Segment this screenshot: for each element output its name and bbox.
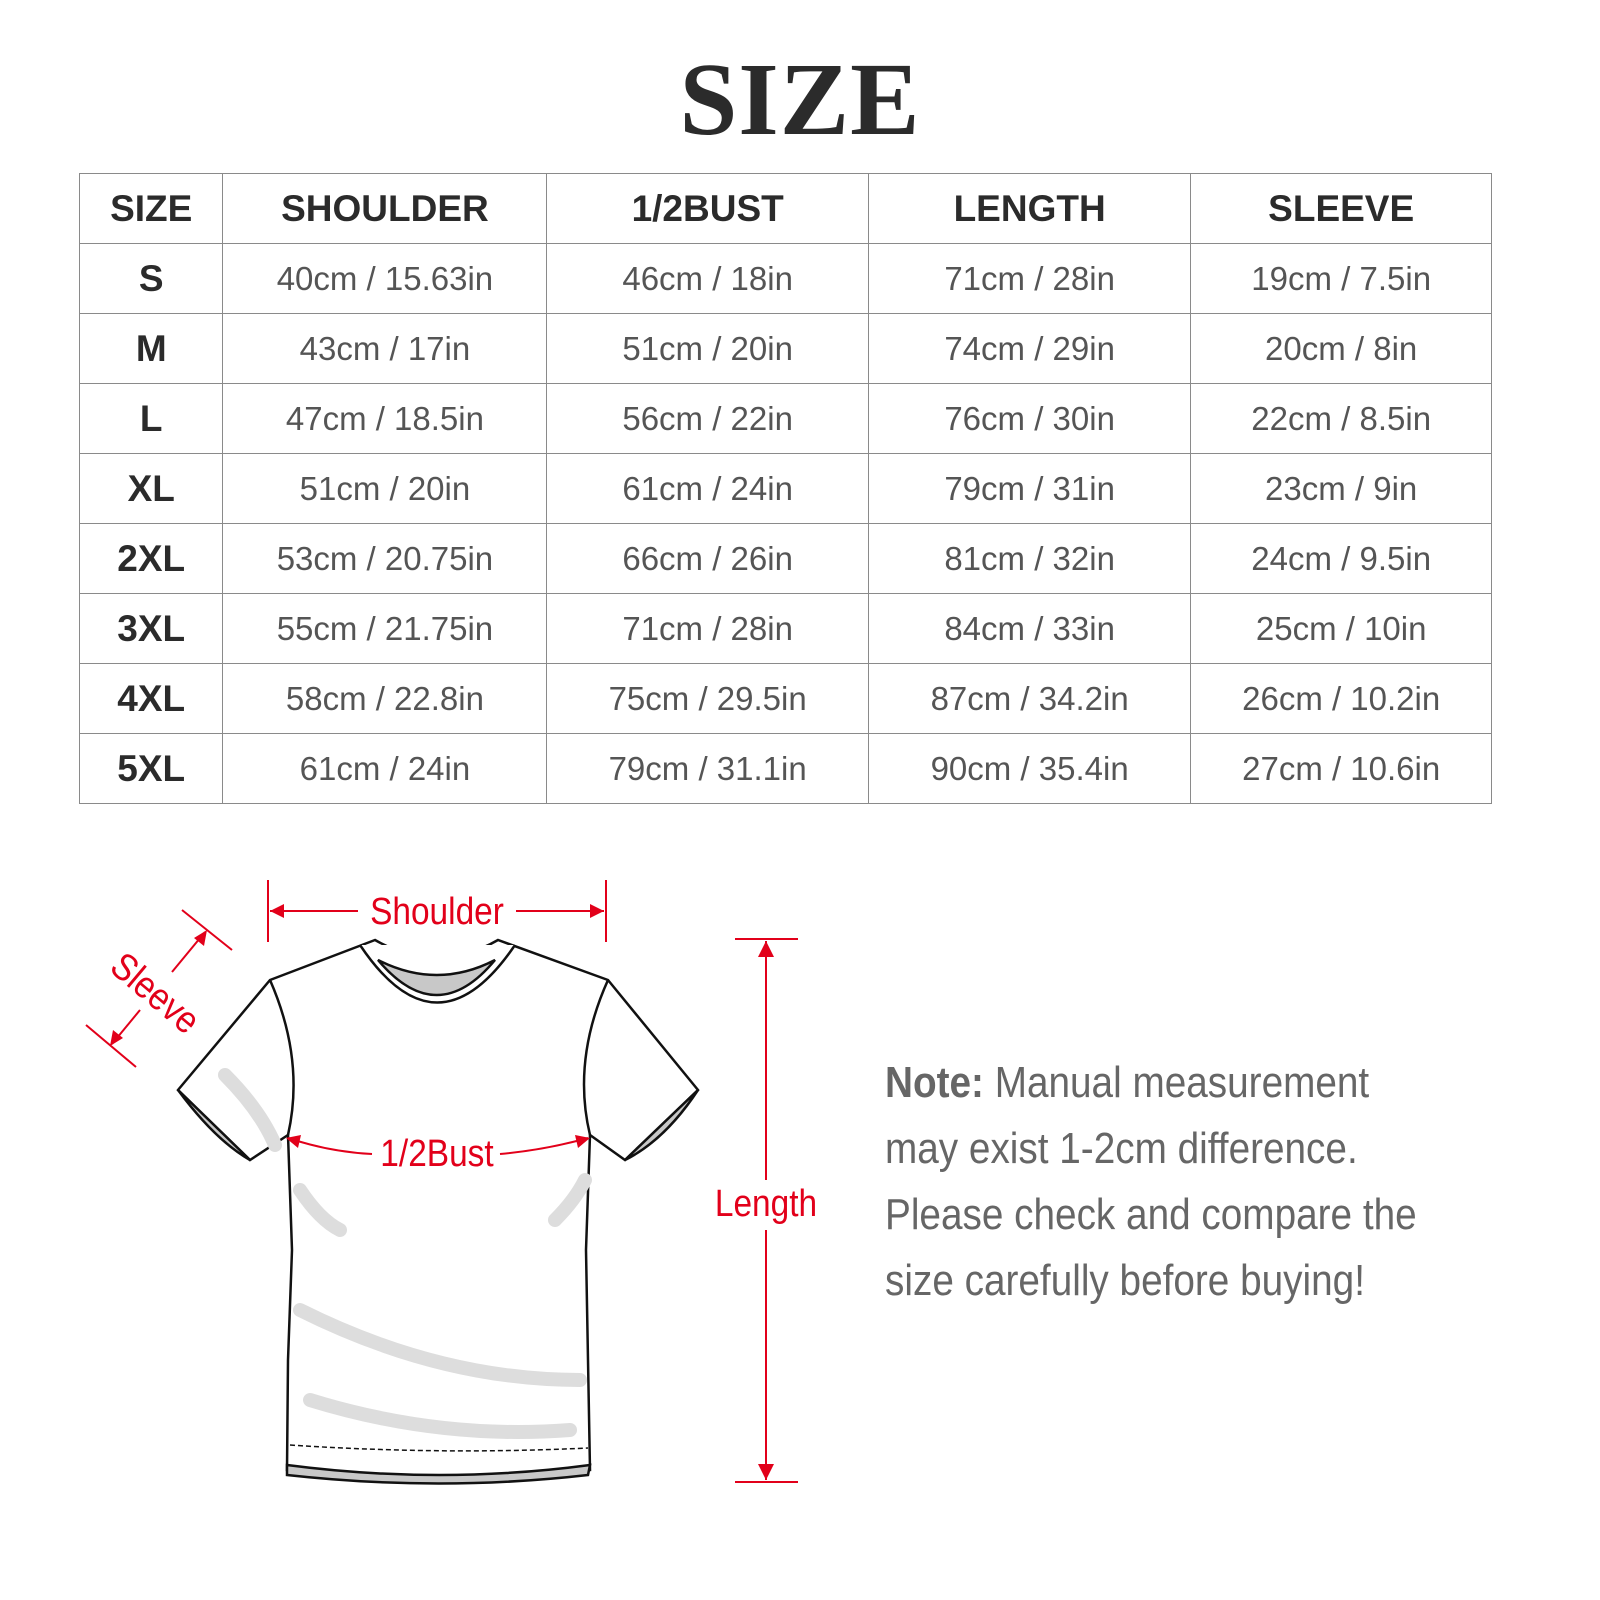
- table-row: 4XL 58cm / 22.8in 75cm / 29.5in 87cm / 34.2…: [78, 663, 1492, 734]
- measurement-cell: 87cm / 34.2in: [867, 663, 1192, 734]
- shoulder-label: Shoulder: [370, 890, 504, 932]
- measurement-cell: 27cm / 10.6in: [1190, 733, 1492, 804]
- table-row: M 43cm / 17in 51cm / 20in 74cm / 29in 20cm /…: [78, 313, 1492, 384]
- column-header: LENGTH: [867, 173, 1192, 244]
- measurement-cell: 46cm / 18in: [546, 243, 869, 314]
- measurement-cell: 61cm / 24in: [546, 453, 869, 524]
- table-row: 5XL 61cm / 24in 79cm / 31.1in 90cm / 35.4in…: [78, 733, 1492, 804]
- table-row: XL 51cm / 20in 61cm / 24in 79cm / 31in 23cm …: [78, 453, 1492, 524]
- bust-label: 1/2Bust: [380, 1132, 493, 1174]
- measurement-annotations: [85, 880, 798, 1483]
- measurement-cell: 66cm / 26in: [546, 523, 869, 594]
- table-row: L 47cm / 18.5in 56cm / 22in 76cm / 30in 22cm…: [78, 383, 1492, 454]
- column-header: SLEEVE: [1190, 173, 1492, 244]
- measurement-cell: 58cm / 22.8in: [222, 663, 548, 734]
- measurement-cell: 71cm / 28in: [546, 593, 869, 664]
- measurement-cell: 81cm / 32in: [867, 523, 1192, 594]
- measurement-cell: 76cm / 30in: [867, 383, 1192, 454]
- size-cell: M: [78, 313, 224, 384]
- length-label: Length: [715, 1182, 817, 1224]
- measurement-cell: 19cm / 7.5in: [1190, 243, 1492, 314]
- column-header: SIZE: [78, 173, 224, 244]
- sleeve-label: Sleeve: [103, 944, 209, 1042]
- measurement-cell: 24cm / 9.5in: [1190, 523, 1492, 594]
- size-cell: L: [78, 383, 224, 454]
- measurement-cell: 84cm / 33in: [867, 593, 1192, 664]
- table-row: 2XL 53cm / 20.75in 66cm / 26in 81cm / 32in 2…: [78, 523, 1492, 594]
- table-row: 3XL 55cm / 21.75in 71cm / 28in 84cm / 33in 2…: [78, 593, 1492, 664]
- measurement-cell: 25cm / 10in: [1190, 593, 1492, 664]
- column-header: SHOULDER: [222, 173, 548, 244]
- measurement-cell: 90cm / 35.4in: [867, 733, 1192, 804]
- measurement-cell: 20cm / 8in: [1190, 313, 1492, 384]
- column-header: 1/2BUST: [546, 173, 869, 244]
- size-table: SIZE SHOULDER 1/2BUST LENGTH SLEEVE S 40cm / …: [78, 173, 1492, 804]
- size-cell: 3XL: [78, 593, 224, 664]
- measurement-cell: 71cm / 28in: [867, 243, 1192, 314]
- page-title: SIZE: [679, 42, 921, 157]
- size-cell: S: [78, 243, 224, 314]
- size-cell: 2XL: [78, 523, 224, 594]
- tshirt-diagram: Shoulder Sleeve 1/2Bust Length: [85, 880, 817, 1485]
- measurement-cell: 75cm / 29.5in: [546, 663, 869, 734]
- measurement-cell: 79cm / 31in: [867, 453, 1192, 524]
- note-text: Manual measurement may exist 1-2cm diffe…: [885, 1058, 1417, 1305]
- note-lead: Note:: [885, 1058, 984, 1107]
- measurement-cell: 51cm / 20in: [546, 313, 869, 384]
- measurement-cell: 23cm / 9in: [1190, 453, 1492, 524]
- table-row: S 40cm / 15.63in 46cm / 18in 71cm / 28in 19c…: [78, 243, 1492, 314]
- tshirt-illustration: [176, 938, 700, 1485]
- measurement-note: Note: Manual measurement may exist 1-2cm…: [885, 1050, 1448, 1314]
- measurement-cell: 51cm / 20in: [222, 453, 548, 524]
- measurement-cell: 74cm / 29in: [867, 313, 1192, 384]
- table-header-row: SIZE SHOULDER 1/2BUST LENGTH SLEEVE: [78, 173, 1492, 244]
- size-cell: 5XL: [78, 733, 224, 804]
- measurement-cell: 47cm / 18.5in: [222, 383, 548, 454]
- measurement-cell: 56cm / 22in: [546, 383, 869, 454]
- measurement-cell: 40cm / 15.63in: [222, 243, 548, 314]
- measurement-cell: 43cm / 17in: [222, 313, 548, 384]
- size-cell: XL: [78, 453, 224, 524]
- measurement-cell: 79cm / 31.1in: [546, 733, 869, 804]
- measurement-cell: 61cm / 24in: [222, 733, 548, 804]
- measurement-cell: 26cm / 10.2in: [1190, 663, 1492, 734]
- measurement-cell: 53cm / 20.75in: [222, 523, 548, 594]
- measurement-cell: 55cm / 21.75in: [222, 593, 548, 664]
- measurement-cell: 22cm / 8.5in: [1190, 383, 1492, 454]
- size-cell: 4XL: [78, 663, 224, 734]
